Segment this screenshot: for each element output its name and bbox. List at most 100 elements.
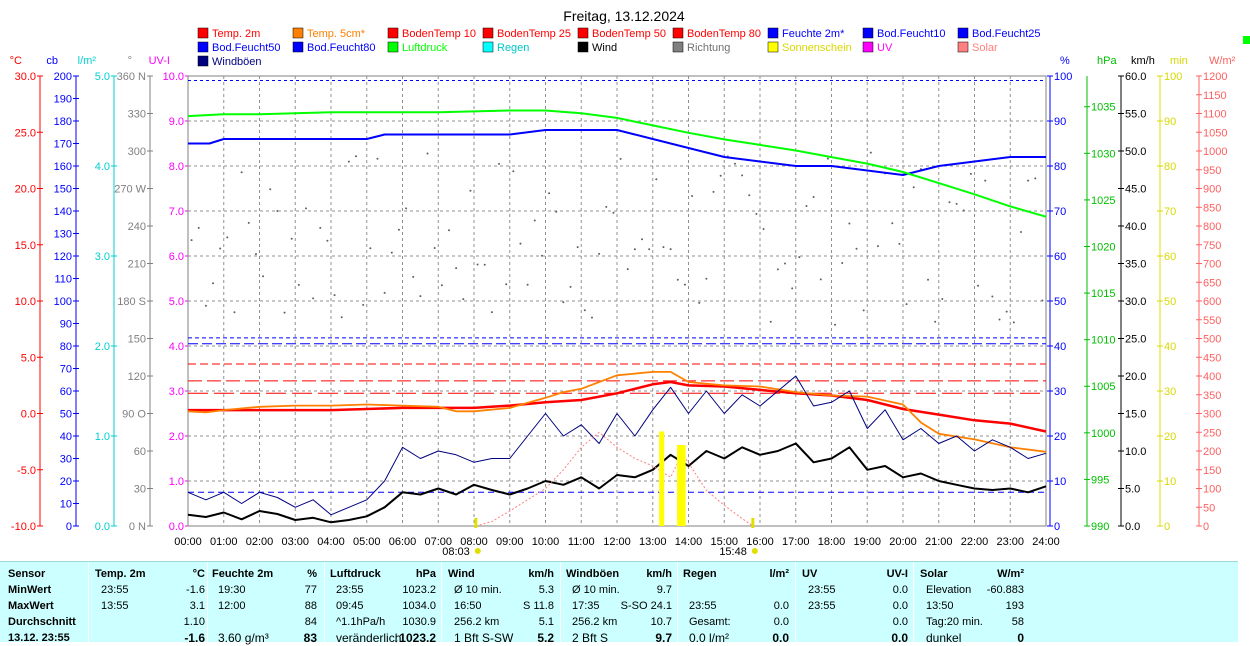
axis-tick-label: 1100 [1203, 109, 1227, 121]
summary-divider [560, 562, 561, 642]
sunshine-bar [659, 431, 665, 526]
axis-tick-label: 0 [1203, 521, 1209, 533]
legend-swatch [482, 27, 494, 39]
direction-dot [812, 195, 815, 198]
summary-cell-value: 84 [304, 616, 317, 628]
x-tick-label: 02:00 [246, 536, 274, 548]
direction-dot [819, 278, 822, 281]
axis-tick-label: 1030 [1091, 148, 1115, 160]
summary-divider [677, 562, 678, 642]
summary-press-column: Luftdruck hPa 23:55 1023.2 09:45 1034.0 ^1.1hP… [330, 562, 436, 645]
axis-tick-label: 45.0 [1125, 184, 1146, 196]
axis-tick-label: 1150 [1203, 90, 1227, 102]
summary-unit: km/h [646, 568, 672, 580]
direction-dot [991, 295, 994, 298]
direction-dot [762, 227, 765, 230]
direction-dot [254, 253, 257, 256]
legend-label: Luftdruck [402, 42, 448, 54]
direction-dot [927, 278, 930, 281]
x-tick-label: 13:00 [639, 536, 667, 548]
direction-dot [826, 157, 829, 160]
sunshine-bar [677, 445, 683, 526]
summary-cell-label: dunkel [926, 631, 962, 645]
direction-dot [290, 237, 293, 240]
axis-tick-label: 80 [1054, 161, 1066, 173]
direction-dot [655, 178, 658, 181]
axis-tick-label: 20.0 [1125, 371, 1146, 383]
x-tick-label: 17:00 [782, 536, 810, 548]
axis-tick-label: 90 O [122, 409, 146, 421]
axis-tick-label: 60 [1054, 251, 1066, 263]
axis-tick-label: 70 [1164, 206, 1176, 218]
direction-dot [326, 239, 329, 242]
direction-dot [648, 248, 651, 251]
legend-swatch [292, 27, 304, 39]
axis-tick-label: 350 [1203, 390, 1221, 402]
sunshine-bar [680, 445, 686, 526]
axis-tick-label: 120 [54, 251, 72, 263]
direction-dot [433, 247, 436, 250]
direction-dot [219, 247, 222, 250]
summary-cell-value: 1030.9 [402, 616, 436, 628]
summary-cell-label: 13:50 [926, 600, 954, 612]
legend-label: Bod.Feucht25 [972, 28, 1041, 40]
summary-cell-value: 0.0 [773, 616, 789, 628]
summary-cell-label: Tag:20 min. [926, 616, 983, 628]
summary-unit: l/m² [769, 568, 789, 580]
legend-swatch [862, 27, 874, 39]
direction-dot [333, 294, 336, 297]
axis-tick-label: 1010 [1091, 335, 1115, 347]
axis-tick-label: 100 [54, 296, 72, 308]
summary-cell-label: 256.2 km [572, 616, 618, 628]
summary-cell-value: 88 [304, 600, 317, 612]
axis-tick-label: 200 [54, 71, 72, 83]
x-tick-label: 19:00 [853, 536, 881, 548]
summary-sensor-column: Sensor MinWert MaxWert Durchschnitt 13.1… [8, 562, 86, 644]
direction-dot [984, 179, 987, 182]
axis-unit-temp: °C [10, 55, 22, 67]
axis-tick-label: 8.0 [169, 161, 184, 173]
axis-tick-label: 100 [1203, 484, 1221, 496]
legend-label: BodenTemp 10 [402, 28, 476, 40]
summary-head: Windböen [566, 568, 620, 580]
direction-dot [440, 284, 443, 287]
direction-dot [876, 245, 879, 248]
direction-dot [641, 238, 644, 241]
sunset-icon [751, 548, 758, 554]
series-line-solar [475, 431, 754, 527]
direction-dot [955, 202, 958, 205]
summary-cell-value: S-SO 24.1 [620, 600, 672, 612]
legend-label: BodenTemp 50 [592, 28, 666, 40]
summary-cell-value: 0.0 [773, 600, 789, 612]
direction-dot [934, 320, 937, 323]
sunrise-icon [474, 548, 481, 554]
x-tick-label: 04:00 [317, 536, 345, 548]
sunset-label: 15:48 [719, 546, 747, 558]
direction-dot [276, 209, 279, 212]
summary-head: Temp. 2m [95, 568, 146, 580]
axis-tick-label: 50 [60, 409, 72, 421]
summary-sensor-head: Sensor [8, 568, 46, 580]
axis-tick-label: 2.0 [169, 431, 184, 443]
axis-tick-label: 150 [54, 184, 72, 196]
axis-tick-label: 30.0 [1125, 296, 1146, 308]
x-tick-label: 20:00 [889, 536, 917, 548]
axis-tick-label: 2.0 [95, 341, 110, 353]
axis-tick-label: 180 [54, 116, 72, 128]
legend-swatch [387, 27, 399, 39]
summary-row-label: Durchschnitt [8, 616, 76, 628]
legend-label: Feuchte 2m* [782, 28, 845, 40]
summary-cell-label: 3.60 g/m³ [218, 631, 269, 645]
axis-tick-label: 30 [134, 484, 146, 496]
direction-dot [462, 298, 465, 301]
summary-cell-label: 13:55 [101, 600, 129, 612]
direction-dot [1019, 231, 1022, 234]
direction-dot [247, 221, 250, 224]
x-tick-label: 24:00 [1032, 536, 1060, 548]
series-line-temp-2m [188, 380, 1047, 433]
direction-dot [548, 192, 551, 195]
axis-tick-label: 600 [1203, 296, 1221, 308]
axis-tick-label: 900 [1203, 184, 1221, 196]
x-tick-label: 14:00 [675, 536, 703, 548]
axis-tick-label: 40.0 [1125, 221, 1146, 233]
